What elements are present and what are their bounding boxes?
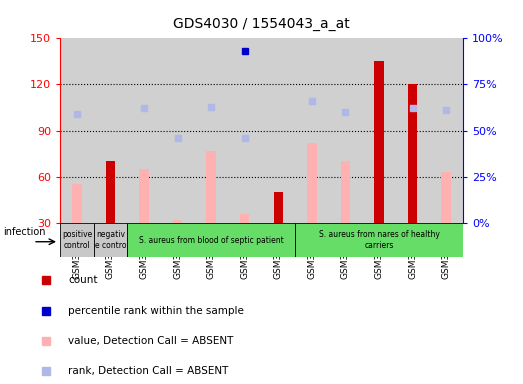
Bar <box>328 38 362 223</box>
Bar <box>307 143 316 223</box>
Bar <box>195 38 228 223</box>
Bar <box>396 38 429 223</box>
Bar <box>240 214 249 223</box>
Bar <box>127 38 161 223</box>
Text: S. aureus from nares of healthy
carriers: S. aureus from nares of healthy carriers <box>319 230 439 250</box>
Bar <box>127 223 295 257</box>
Text: infection: infection <box>3 227 46 237</box>
Text: positive
control: positive control <box>62 230 92 250</box>
Bar <box>173 220 183 223</box>
Bar <box>295 38 328 223</box>
Bar <box>94 223 127 257</box>
Bar <box>60 223 94 257</box>
Text: negativ
e contro: negativ e contro <box>95 230 126 250</box>
Text: rank, Detection Call = ABSENT: rank, Detection Call = ABSENT <box>69 366 229 376</box>
Bar <box>139 169 149 223</box>
Bar <box>207 151 216 223</box>
Bar <box>441 172 451 223</box>
Bar <box>429 38 463 223</box>
Bar <box>374 61 384 223</box>
Bar <box>274 192 283 223</box>
Bar <box>72 184 82 223</box>
Bar <box>94 38 127 223</box>
Bar <box>262 38 295 223</box>
Text: count: count <box>69 275 98 285</box>
Bar <box>295 223 463 257</box>
Bar <box>362 38 396 223</box>
Bar <box>106 161 115 223</box>
Text: percentile rank within the sample: percentile rank within the sample <box>69 306 244 316</box>
Bar <box>408 84 417 223</box>
Bar <box>340 161 350 223</box>
Bar <box>228 38 262 223</box>
Bar <box>161 38 195 223</box>
Text: GDS4030 / 1554043_a_at: GDS4030 / 1554043_a_at <box>173 17 350 31</box>
Text: value, Detection Call = ABSENT: value, Detection Call = ABSENT <box>69 336 234 346</box>
Text: S. aureus from blood of septic patient: S. aureus from blood of septic patient <box>139 235 283 245</box>
Bar <box>60 38 94 223</box>
